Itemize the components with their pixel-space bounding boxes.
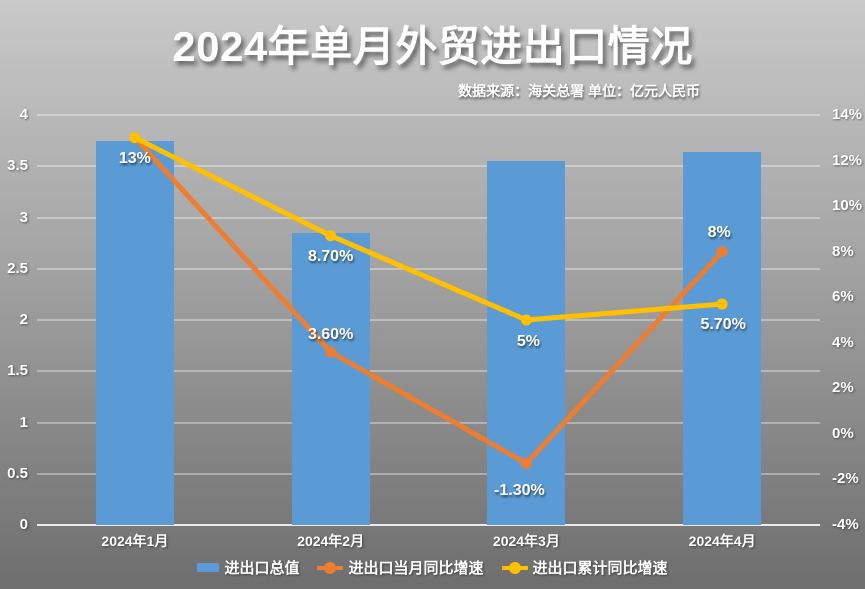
legend-item-label: 进出口总值 <box>224 560 300 577</box>
bar-2024年1月 <box>95 140 174 525</box>
x-axis-line <box>37 524 820 526</box>
x-axis-category-label: 2024年3月 <box>492 533 560 549</box>
legend-dot-icon <box>324 561 337 574</box>
y-axis-right-tick-label: 2% <box>832 379 854 397</box>
legend: 进出口总值 进出口当月同比增速 进出口累计同比增速 <box>0 557 865 578</box>
y-axis-right-tick-label: -2% <box>832 470 859 488</box>
legend-item-label: 进出口累计同比增速 <box>532 560 668 577</box>
y-axis-left-tick-label: 0 <box>19 516 28 533</box>
legend-item: 进出口累计同比增速 <box>501 557 668 578</box>
data-label: 8% <box>707 223 731 241</box>
y-axis-left-tick-label: 0.5 <box>7 464 28 482</box>
y-axis-left-tick-label: 1 <box>19 413 28 431</box>
data-label: 5% <box>516 333 540 350</box>
data-label: 3.60% <box>307 325 354 343</box>
legend-item-label: 进出口当月同比增速 <box>348 560 484 577</box>
chart-source-note: 数据来源：海关总署 单位：亿元人民币 <box>458 83 700 99</box>
data-label: 8.70% <box>307 247 354 265</box>
y-axis-right-tick-label: 8% <box>832 242 854 260</box>
legend-item: 进出口当月同比增速 <box>317 557 484 578</box>
legend-dot-icon <box>508 561 521 574</box>
legend-line-marker-icon <box>501 561 528 574</box>
y-axis-right-tick-label: 10% <box>832 197 863 215</box>
y-axis-right-tick-label: 14% <box>832 106 863 123</box>
y-axis-left-tick-label: 1.5 <box>7 362 28 380</box>
y-axis-right-tick-label: 4% <box>832 333 854 351</box>
y-axis-left-tick-label: 4 <box>19 106 28 123</box>
x-axis-category-label: 2024年4月 <box>688 533 756 549</box>
legend-bar-swatch-icon <box>197 563 220 572</box>
legend-line-marker-icon <box>317 561 344 574</box>
y-axis-left-tick-label: 2.5 <box>7 259 28 277</box>
data-label: 5.70% <box>700 316 746 334</box>
data-label: -1.30% <box>494 481 545 499</box>
y-axis-left-tick-label: 3 <box>19 208 28 226</box>
gridline <box>37 114 820 116</box>
y-axis-left-tick-label: 2 <box>19 311 28 328</box>
bar-2024年2月 <box>291 232 370 525</box>
bar-2024年4月 <box>683 151 762 525</box>
y-axis-right-tick-label: 0% <box>832 424 854 442</box>
y-axis-right-tick-label: 6% <box>832 288 854 306</box>
x-axis-category-label: 2024年2月 <box>297 533 365 549</box>
data-label: 13% <box>118 149 151 167</box>
y-axis-right-tick-label: -4% <box>832 516 859 533</box>
x-axis-category-label: 2024年1月 <box>101 533 169 549</box>
gridline <box>37 472 820 475</box>
legend-item: 进出口总值 <box>197 557 299 578</box>
line-series-1 <box>132 135 725 466</box>
y-axis-right-tick-label: 12% <box>832 151 863 169</box>
y-axis-left-tick-label: 3.5 <box>7 157 28 175</box>
chart-title: 2024年单月外贸进出口情况 <box>172 23 693 70</box>
